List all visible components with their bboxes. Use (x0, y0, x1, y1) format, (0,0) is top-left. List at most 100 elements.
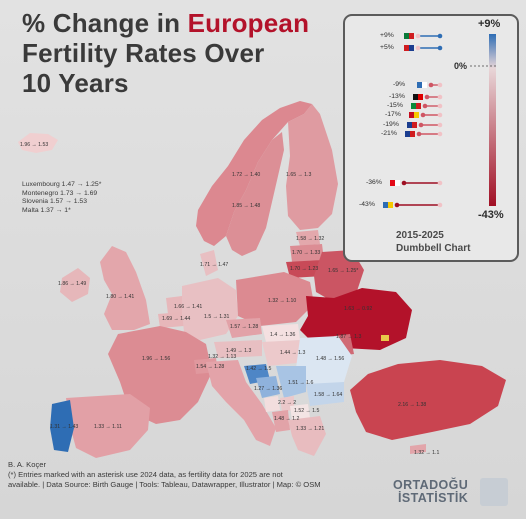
dumbbell-pct-label: -9% (393, 81, 406, 88)
map-label-sweden: 1.85 → 1.48 (232, 203, 260, 209)
region-spain (66, 394, 150, 458)
flag-icon (411, 103, 416, 109)
note-item: Malta 1.37 → 1* (22, 206, 71, 214)
region-macedonia (290, 404, 310, 420)
dumbbell-pct-label: -19% (383, 121, 399, 128)
dumbbell-start-point (437, 94, 443, 100)
dumbbell-start-point (437, 122, 443, 128)
flag-icon (416, 103, 421, 109)
scale-bar (489, 34, 496, 206)
map-label-austria: 1.49 → 1.3 (226, 348, 251, 354)
map-label-hungary: 1.44 → 1.3 (280, 350, 305, 356)
map-label-belgium: 1.69 → 1.44 (162, 316, 190, 322)
dumbbell-start-point (437, 180, 443, 186)
map-label-finland: 1.65 → 1.3 (286, 172, 311, 178)
region-ireland (60, 268, 90, 302)
map-label-ukraine: 1.63 → 0.92 (344, 306, 372, 312)
flag-icon (404, 45, 409, 51)
flag-icon (414, 112, 419, 118)
flag-icon (409, 45, 414, 51)
romania-flag-marker (381, 335, 389, 341)
map-label-slovakia: 1.4 → 1.36 (270, 332, 295, 338)
note-item: Slovenia 1.57 → 1.53 (22, 198, 87, 206)
flag-icon (413, 94, 418, 100)
region-iceland (18, 133, 58, 153)
map-labels: 1.96 → 1.53 1.72 → 1.40 1.85 → 1.48 1.65 → … (20, 142, 439, 456)
map-label-germany: 1.5 → 1.31 (204, 314, 229, 320)
caption-line2: Dumbbell Chart (396, 243, 471, 254)
dumbbell-end-point (420, 112, 426, 118)
region-latvia (290, 244, 324, 262)
map-label-portugal: 1.31 → 1.43 (50, 424, 78, 430)
dumbbell-pct-label: -43% (359, 201, 375, 208)
region-serbia (276, 366, 306, 398)
map-label-netherlands: 1.66 → 1.41 (174, 304, 202, 310)
author: B. A. Koçer (8, 460, 46, 469)
dumbbell-pct-label: +9% (380, 32, 394, 39)
dumbbell-end-point (437, 33, 443, 39)
dumbbell-start-point (437, 202, 443, 208)
flag-icon (407, 122, 412, 128)
region-czechia (226, 318, 262, 338)
flag-icon (422, 82, 427, 88)
title-highlight: European (187, 8, 310, 38)
region-slovakia (262, 324, 300, 342)
region-norway (196, 101, 312, 246)
scale-bottom-label: -43% (478, 209, 504, 221)
region-lithuania (286, 260, 324, 278)
flag-icon (383, 202, 388, 208)
flag-icon (418, 94, 423, 100)
region-turkey (350, 360, 506, 440)
region-ukraine (300, 288, 412, 350)
note-item: Montenegro 1.73 → 1.69 (22, 189, 98, 197)
footnote-1: (*) Entries marked with an asterisk use … (8, 470, 283, 479)
map-label-estonia: 1.58 → 1.32 (296, 236, 324, 242)
dumbbell-end-point (422, 103, 428, 109)
region-italy (206, 360, 276, 446)
region-portugal (50, 400, 74, 452)
flag-icon (395, 180, 400, 186)
region-belarus (314, 250, 364, 300)
dumbbell-start-point (437, 82, 443, 88)
region-poland (236, 272, 314, 326)
map-label-macedonia: 1.52 → 1.5 (294, 408, 319, 414)
dumbbell-start-point (437, 112, 443, 118)
map-label-ireland: 1.86 → 1.49 (58, 281, 86, 287)
dumbbell-end-point (424, 94, 430, 100)
map-label-greece: 1.33 → 1.21 (296, 426, 324, 432)
region-cyprus (410, 444, 426, 454)
flag-icon (404, 33, 409, 39)
map-label-bosnia: 1.27 → 1.36 (254, 386, 282, 392)
region-bosnia (256, 376, 280, 398)
map-label-lithuania: 1.70 → 1.23 (290, 266, 318, 272)
title-line3: 10 Years (22, 68, 129, 98)
map-label-romania: 1.48 → 1.56 (316, 356, 344, 362)
map-label-czechia: 1.57 → 1.28 (230, 324, 258, 330)
map-label-poland: 1.32 → 1.10 (268, 298, 296, 304)
dumbbell-start-point (415, 45, 421, 51)
dumbbell-pct-label: -21% (381, 130, 397, 137)
region-belgium (158, 312, 184, 328)
map-label-bulgaria: 1.58 → 1.64 (314, 392, 342, 398)
map-label-switzerland: 1.54 → 1.28 (196, 364, 224, 370)
region-greece (288, 416, 326, 456)
map-label-iceland: 1.96 → 1.53 (20, 142, 48, 148)
dumbbell-end-point (401, 180, 407, 186)
logo-mark-icon (480, 478, 508, 506)
zero-label: 0% (454, 61, 468, 71)
dumbbell-pct-label: -13% (389, 93, 405, 100)
region-albania (272, 410, 290, 432)
map-label-uk: 1.80 → 1.41 (106, 294, 134, 300)
title-prefix: % Change in (22, 8, 188, 38)
dumbbell-start-point (437, 103, 443, 109)
flag-icon (410, 131, 415, 137)
dumbbell-pct-label: -15% (387, 102, 403, 109)
notes-list: Luxembourg 1.47 → 1.25* Montenegro 1.73 … (22, 181, 101, 215)
logo-line2: İSTATİSTİK (397, 491, 469, 505)
dumbbell-start-point (415, 33, 421, 39)
dumbbell-end-point (418, 122, 424, 128)
region-hungary (262, 340, 306, 366)
